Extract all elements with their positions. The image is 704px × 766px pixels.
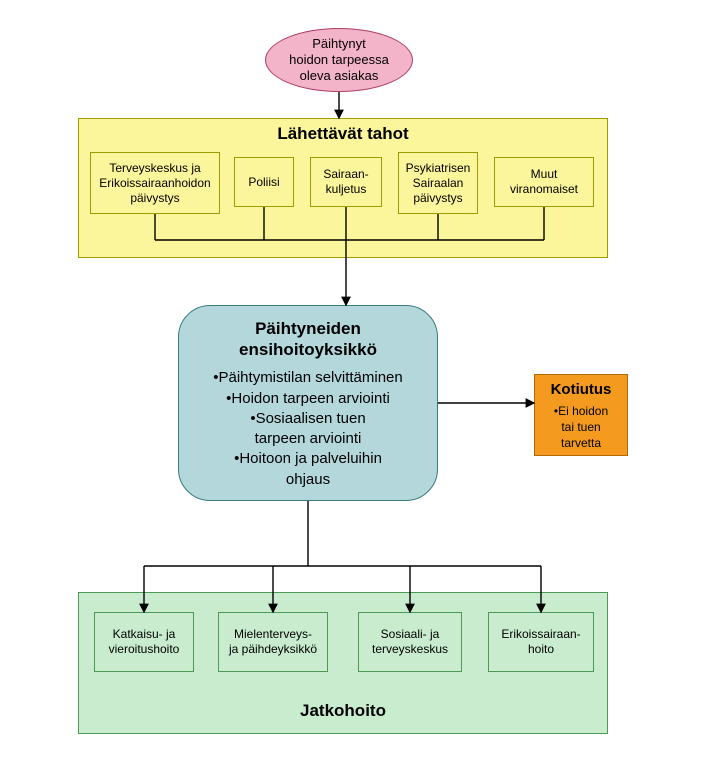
start-ellipse: Päihtynythoidon tarpeessaoleva asiakas <box>265 28 413 92</box>
discharge-title: Kotiutus <box>534 380 628 400</box>
aftercare-box: Mielenterveys-ja päihdeyksikkö <box>218 612 328 672</box>
aftercare-title: Jatkohoito <box>78 698 608 724</box>
sending-parties-title: Lähettävät tahot <box>78 122 608 146</box>
primary-unit-title: Päihtyneidenensihoitoyksikkö <box>178 318 438 360</box>
primary-unit-body: •Päihtymistilan selvittäminen•Hoidon tar… <box>188 364 428 494</box>
aftercare-box: Katkaisu- javieroitushoito <box>94 612 194 672</box>
sending-party-box: PsykiatrisenSairaalanpäivystys <box>398 152 478 214</box>
sending-party-box: Sairaan-kuljetus <box>310 157 382 207</box>
aftercare-box: Erikoissairaan-hoito <box>488 612 594 672</box>
sending-party-box: Terveyskeskus jaErikoissairaanhoidonpäiv… <box>90 152 220 214</box>
aftercare-box: Sosiaali- jaterveyskeskus <box>358 612 462 672</box>
discharge-body: •Ei hoidontai tuentarvetta <box>540 400 622 454</box>
sending-party-box: Muutviranomaiset <box>494 157 594 207</box>
flowchart-canvas: Päihtynythoidon tarpeessaoleva asiakas Lä… <box>0 0 704 766</box>
sending-party-box: Poliisi <box>234 157 294 207</box>
